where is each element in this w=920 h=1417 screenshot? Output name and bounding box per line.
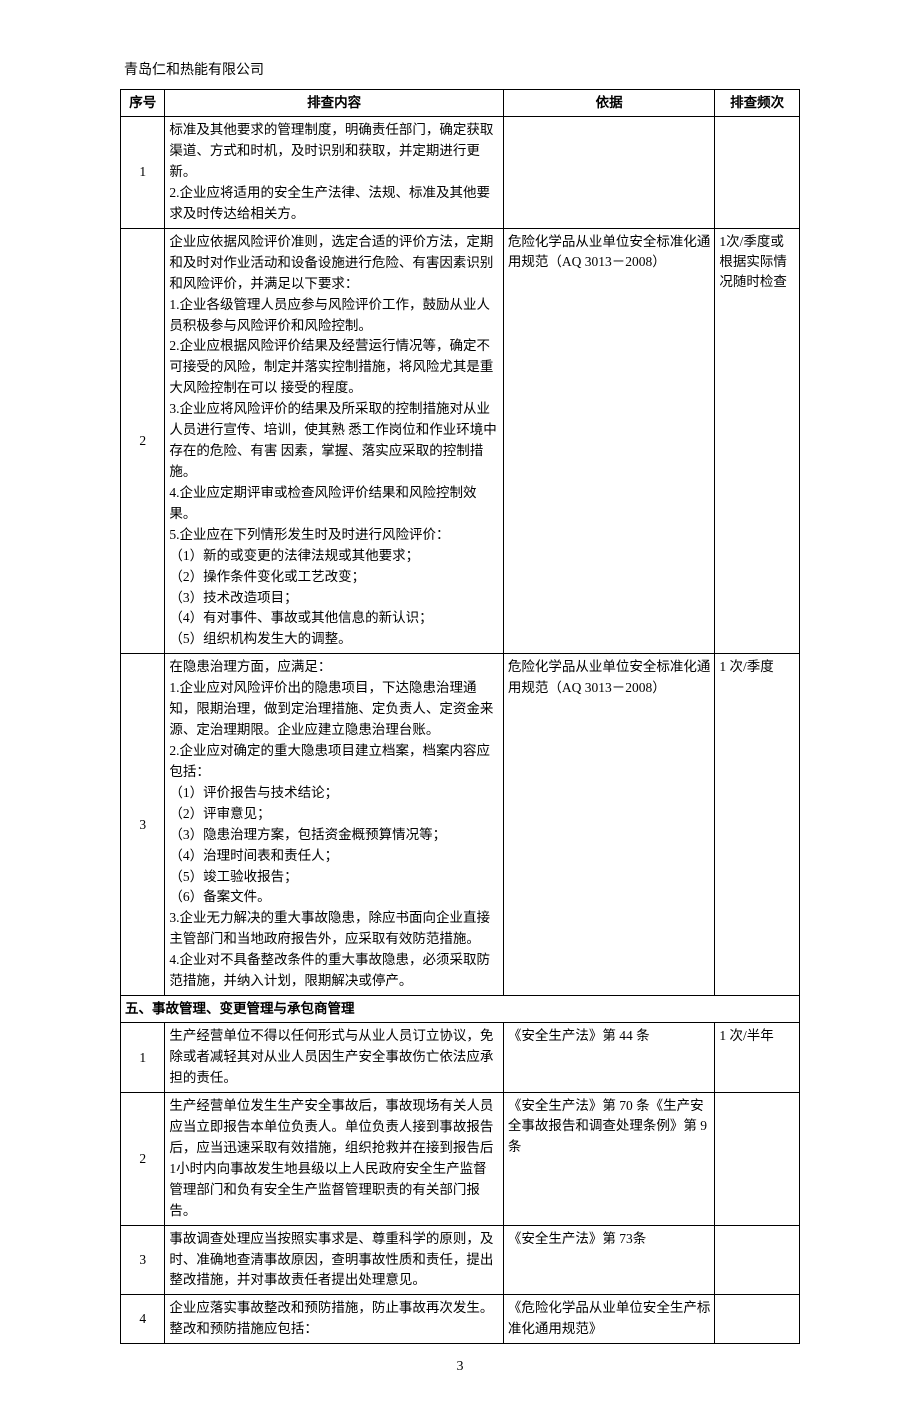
cell-no: 3 bbox=[121, 654, 165, 996]
cell-basis: 《安全生产法》第 70 条《生产安全事故报告和调查处理条例》第 9 条 bbox=[503, 1093, 715, 1226]
cell-content: 企业应落实事故整改和预防措施，防止事故再次发生。整改和预防措施应包括： bbox=[165, 1295, 503, 1344]
cell-content: 标准及其他要求的管理制度，明确责任部门，确定获取渠道、方式和时机，及时识别和获取… bbox=[165, 117, 503, 229]
section-header-row: 五、事故管理、变更管理与承包商管理 bbox=[121, 996, 800, 1023]
cell-no: 4 bbox=[121, 1295, 165, 1344]
inspection-table: 序号 排查内容 依据 排查频次 1 标准及其他要求的管理制度，明确责任部门，确定… bbox=[120, 89, 800, 1344]
cell-basis: 《安全生产法》第 73条 bbox=[503, 1225, 715, 1295]
cell-no: 2 bbox=[121, 1093, 165, 1226]
cell-no: 1 bbox=[121, 117, 165, 229]
cell-basis: 危险化学品从业单位安全标准化通用规范（AQ 3013－2008） bbox=[503, 654, 715, 996]
company-name: 青岛仁和热能有限公司 bbox=[120, 60, 800, 81]
cell-freq bbox=[715, 117, 800, 229]
cell-basis: 危险化学品从业单位安全标准化通用规范（AQ 3013－2008） bbox=[503, 228, 715, 653]
cell-basis: 《危险化学品从业单位安全生产标准化通用规范》 bbox=[503, 1295, 715, 1344]
cell-freq bbox=[715, 1295, 800, 1344]
cell-content: 生产经营单位发生生产安全事故后，事故现场有关人员应当立即报告本单位负责人。单位负… bbox=[165, 1093, 503, 1226]
cell-basis: 《安全生产法》第 44 条 bbox=[503, 1023, 715, 1093]
header-no: 序号 bbox=[121, 90, 165, 117]
table-row: 1 生产经营单位不得以任何形式与从业人员订立协议，免除或者减轻其对从业人员因生产… bbox=[121, 1023, 800, 1093]
cell-no: 2 bbox=[121, 228, 165, 653]
table-header-row: 序号 排查内容 依据 排查频次 bbox=[121, 90, 800, 117]
table-row: 2 生产经营单位发生生产安全事故后，事故现场有关人员应当立即报告本单位负责人。单… bbox=[121, 1093, 800, 1226]
cell-content: 在隐患治理方面，应满足： 1.企业应对风险评价出的隐患项目，下达隐患治理通知，限… bbox=[165, 654, 503, 996]
cell-basis bbox=[503, 117, 715, 229]
cell-freq bbox=[715, 1093, 800, 1226]
section-header: 五、事故管理、变更管理与承包商管理 bbox=[121, 996, 800, 1023]
table-row: 1 标准及其他要求的管理制度，明确责任部门，确定获取渠道、方式和时机，及时识别和… bbox=[121, 117, 800, 229]
cell-content: 生产经营单位不得以任何形式与从业人员订立协议，免除或者减轻其对从业人员因生产安全… bbox=[165, 1023, 503, 1093]
cell-freq: 1 次/半年 bbox=[715, 1023, 800, 1093]
table-row: 2 企业应依据风险评价准则，选定合适的评价方法，定期和及时对作业活动和设备设施进… bbox=[121, 228, 800, 653]
cell-no: 1 bbox=[121, 1023, 165, 1093]
page-number: 3 bbox=[120, 1356, 800, 1377]
cell-content: 事故调查处理应当按照实事求是、尊重科学的原则，及时、准确地查清事故原因，查明事故… bbox=[165, 1225, 503, 1295]
cell-content: 企业应依据风险评价准则，选定合适的评价方法，定期和及时对作业活动和设备设施进行危… bbox=[165, 228, 503, 653]
cell-freq bbox=[715, 1225, 800, 1295]
cell-no: 3 bbox=[121, 1225, 165, 1295]
table-row: 4 企业应落实事故整改和预防措施，防止事故再次发生。整改和预防措施应包括： 《危… bbox=[121, 1295, 800, 1344]
cell-freq: 1 次/季度 bbox=[715, 654, 800, 996]
table-row: 3 事故调查处理应当按照实事求是、尊重科学的原则，及时、准确地查清事故原因，查明… bbox=[121, 1225, 800, 1295]
header-basis: 依据 bbox=[503, 90, 715, 117]
table-row: 3 在隐患治理方面，应满足： 1.企业应对风险评价出的隐患项目，下达隐患治理通知… bbox=[121, 654, 800, 996]
header-freq: 排查频次 bbox=[715, 90, 800, 117]
header-content: 排查内容 bbox=[165, 90, 503, 117]
cell-freq: 1次/季度或根据实际情况随时检查 bbox=[715, 228, 800, 653]
